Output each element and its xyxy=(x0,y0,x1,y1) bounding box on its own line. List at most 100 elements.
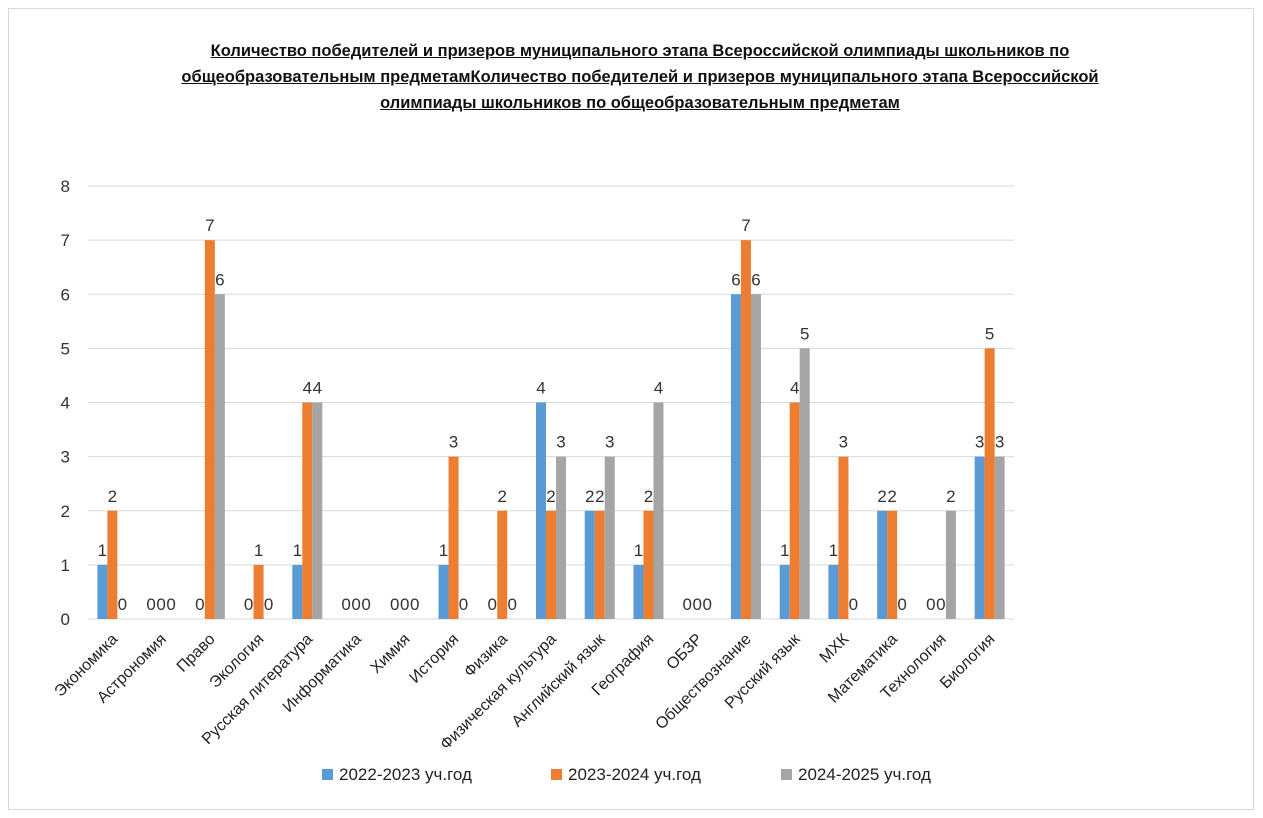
data-label: 0 xyxy=(508,595,517,614)
data-label: 2 xyxy=(546,487,555,506)
x-tick-label: Право xyxy=(174,631,219,676)
data-label: 0 xyxy=(118,595,127,614)
data-label: 4 xyxy=(790,379,799,398)
bar xyxy=(877,510,888,619)
data-label: 6 xyxy=(215,270,224,289)
data-label: 2 xyxy=(595,487,604,506)
data-label: 5 xyxy=(800,324,809,343)
bar xyxy=(584,510,595,619)
data-label: 1 xyxy=(780,541,789,560)
bar xyxy=(594,510,605,619)
data-label: 0 xyxy=(488,595,497,614)
bar xyxy=(887,510,898,619)
bar xyxy=(107,510,118,619)
data-label: 0 xyxy=(264,595,273,614)
legend-label: 2024-2025 уч.год xyxy=(798,765,931,784)
data-label: 3 xyxy=(556,433,565,452)
data-label: 0 xyxy=(146,595,155,614)
data-label: 0 xyxy=(244,595,253,614)
x-tick-label: ОБЗР xyxy=(664,631,707,674)
bar xyxy=(838,456,849,619)
x-tick-label: Химия xyxy=(368,631,414,677)
data-label: 0 xyxy=(682,595,691,614)
legend: 2022-2023 уч.год 2023-2024 уч.год 2024-202… xyxy=(322,765,931,784)
data-label: 6 xyxy=(731,270,740,289)
y-axis: 0 1 2 3 4 5 6 7 8 xyxy=(61,177,70,629)
bar xyxy=(730,294,741,619)
bar xyxy=(312,402,323,619)
data-label: 0 xyxy=(926,595,935,614)
data-label: 0 xyxy=(341,595,350,614)
data-label: 1 xyxy=(439,541,448,560)
chart-title: Количество победителей и призеров муници… xyxy=(181,42,1099,112)
data-label: 3 xyxy=(449,433,458,452)
x-tick-label: Английский язык xyxy=(509,630,609,730)
bar xyxy=(828,564,839,619)
data-label: 3 xyxy=(975,433,984,452)
bar xyxy=(448,456,459,619)
bar xyxy=(497,510,508,619)
data-label: 3 xyxy=(995,433,1004,452)
data-label: 5 xyxy=(985,324,994,343)
bar xyxy=(536,402,546,619)
data-label: 4 xyxy=(536,379,545,398)
y-tick-label: 2 xyxy=(61,502,70,521)
gridlines xyxy=(88,185,1014,620)
data-label: 0 xyxy=(166,595,175,614)
bar xyxy=(974,456,985,619)
y-tick-label: 5 xyxy=(61,339,70,358)
y-tick-label: 7 xyxy=(61,231,70,250)
x-tick-label: История xyxy=(406,631,462,687)
data-label: 2 xyxy=(644,487,653,506)
x-tick-label: Физика xyxy=(461,631,511,681)
data-label: 4 xyxy=(313,379,322,398)
data-label: 0 xyxy=(410,595,419,614)
data-label: 6 xyxy=(751,270,760,289)
bar xyxy=(984,348,995,619)
data-label: 2 xyxy=(498,487,507,506)
data-label: 0 xyxy=(897,595,906,614)
bar xyxy=(750,294,761,619)
bar xyxy=(799,348,810,619)
data-label: 0 xyxy=(361,595,370,614)
bars xyxy=(97,240,1005,619)
data-label: 3 xyxy=(839,433,848,452)
data-label: 0 xyxy=(849,595,858,614)
bar xyxy=(438,564,449,619)
bar xyxy=(302,402,313,619)
data-label: 1 xyxy=(98,541,107,560)
bar xyxy=(204,240,215,619)
bar xyxy=(546,510,556,619)
data-label: 1 xyxy=(293,541,302,560)
bar xyxy=(789,402,800,619)
y-tick-label: 6 xyxy=(61,285,70,304)
y-tick-label: 8 xyxy=(61,177,70,196)
legend-swatch xyxy=(322,769,333,780)
legend-swatch xyxy=(551,769,562,780)
bar xyxy=(945,510,956,619)
legend-label: 2022-2023 уч.год xyxy=(339,765,472,784)
data-label: 3 xyxy=(605,433,614,452)
bar xyxy=(994,456,1005,619)
bar xyxy=(740,240,751,619)
bar xyxy=(556,456,566,619)
data-label: 2 xyxy=(877,487,886,506)
data-label: 0 xyxy=(156,595,165,614)
y-tick-label: 0 xyxy=(61,610,70,629)
bar xyxy=(779,564,790,619)
data-label: 0 xyxy=(702,595,711,614)
data-label: 1 xyxy=(829,541,838,560)
bar xyxy=(97,564,108,619)
data-label: 2 xyxy=(585,487,594,506)
data-label: 0 xyxy=(936,595,945,614)
data-label: 2 xyxy=(887,487,896,506)
data-label: 7 xyxy=(205,216,214,235)
y-tick-label: 1 xyxy=(61,556,70,575)
data-label: 0 xyxy=(459,595,468,614)
bar xyxy=(604,456,615,619)
data-label: 7 xyxy=(741,216,750,235)
bar xyxy=(653,402,664,619)
